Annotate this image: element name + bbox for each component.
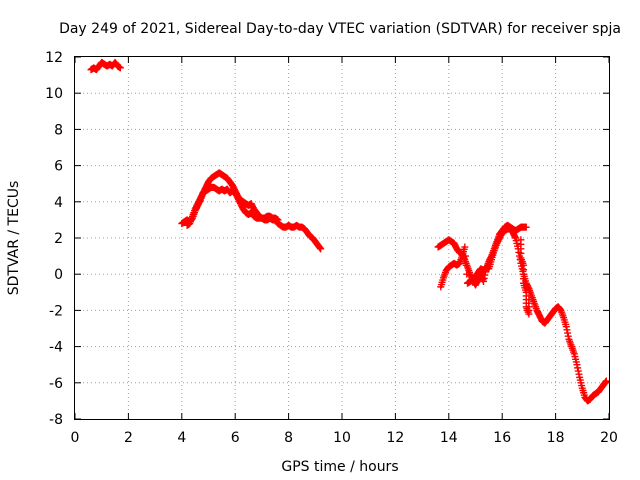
data-point <box>522 223 530 231</box>
y-tick-label: 4 <box>54 195 63 211</box>
chart-title: Day 249 of 2021, Sidereal Day-to-day VTE… <box>59 21 621 37</box>
x-tick-label: 6 <box>231 430 240 446</box>
y-axis-label: SDTVAR / TECUs <box>6 181 22 296</box>
data-points <box>87 58 610 405</box>
x-tick-label: 12 <box>386 430 404 446</box>
x-tick-label: 14 <box>440 430 458 446</box>
y-tick-label: 0 <box>54 267 63 283</box>
grid-lines <box>75 57 609 419</box>
axis-ticks: 0 2 4 6 8 10 12 14 16 18 20 -8 -6 -4 -2 0 2 4 6 8 10 12 <box>45 50 618 446</box>
y-tick-label: 6 <box>54 159 63 175</box>
y-tick-label: -8 <box>49 412 63 428</box>
data-point <box>461 243 469 251</box>
y-tick-label: 12 <box>45 50 63 66</box>
x-tick-label: 2 <box>124 430 133 446</box>
y-tick-label: 2 <box>54 231 63 247</box>
y-tick-label: -6 <box>49 376 63 392</box>
y-tick-label: -2 <box>49 303 63 319</box>
x-axis-label: GPS time / hours <box>281 459 398 475</box>
y-tick-label: 10 <box>45 86 63 102</box>
plot-frame <box>74 56 610 420</box>
x-tick-label: 0 <box>71 430 80 446</box>
y-tick-label: -4 <box>49 340 63 356</box>
x-tick-label: 20 <box>600 430 618 446</box>
data-point <box>462 261 470 269</box>
x-tick-label: 16 <box>493 430 511 446</box>
data-point <box>461 252 469 260</box>
data-point <box>525 296 533 304</box>
x-tick-label: 10 <box>333 430 351 446</box>
data-point <box>463 270 471 278</box>
x-tick-label: 4 <box>177 430 186 446</box>
x-tick-label: 8 <box>284 430 293 446</box>
data-point <box>274 216 282 224</box>
data-point <box>116 64 124 72</box>
x-tick-label: 18 <box>547 430 565 446</box>
y-tick-label: 8 <box>54 122 63 138</box>
data-point <box>317 245 325 253</box>
data-point <box>602 377 610 385</box>
